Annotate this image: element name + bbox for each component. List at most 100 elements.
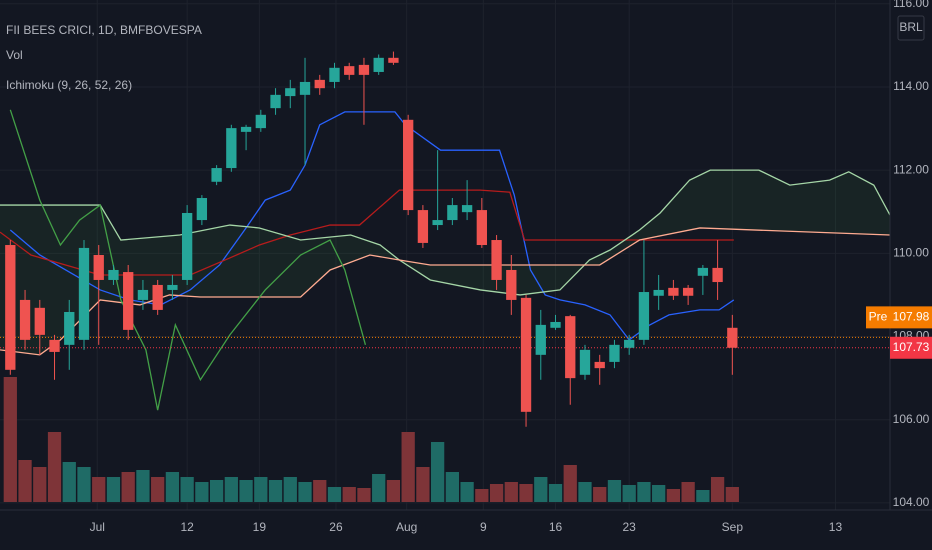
volume-bar [313,480,327,502]
candle-body [314,79,325,89]
x-tick-label: 12 [180,520,194,534]
candle-body [196,198,208,221]
candle-body [19,299,31,340]
volume-bar [327,487,342,502]
candle-body [609,344,620,362]
candle-body [491,240,502,280]
volume-bar [401,432,415,502]
x-tick-label: Jul [90,520,105,534]
candle-body [64,311,75,345]
plot [0,51,891,502]
volume-bar [195,482,209,502]
candle-body [358,64,370,75]
y-tick-label: 114.00 [893,79,929,93]
volume-bar [637,482,651,502]
candle-body [285,88,296,97]
price-tag-prefix [866,306,890,329]
volume-bar [121,472,135,502]
volume-bar [416,467,430,502]
volume-bar [239,480,253,502]
candle-body [550,321,561,328]
volume-bar [534,477,548,502]
indicator-label: Vol [6,48,23,62]
x-tick-label: Sep [722,520,744,534]
volume-bar [77,467,91,502]
candle-body [535,324,546,355]
price-tag-value: 107.73 [893,340,930,354]
price-tag [890,306,932,329]
candle-body [388,57,399,63]
y-tick-label: 106.00 [893,412,930,426]
candle-body [403,119,414,211]
volume-bar [666,489,681,502]
volume-bar [180,477,194,502]
candle-body [181,212,193,280]
volume-bar [607,480,622,502]
volume-bar [593,487,607,502]
candle-body [152,284,163,310]
candle-body [624,339,635,348]
candle-body [255,114,266,129]
candle-body [520,297,532,412]
x-tick-label: 26 [329,520,343,534]
price-tag-value: 107.98 [893,310,930,324]
candle-body [49,339,60,352]
volume-bar [652,485,666,502]
volume-bar [106,477,121,502]
candle-body [78,247,90,340]
x-tick-label: 13 [829,520,843,534]
volume-bar [283,477,297,502]
candle-body [93,255,104,280]
volume-bar [3,377,17,502]
volume-bar [165,472,180,502]
volume-bar [563,465,577,502]
axes [0,0,932,511]
volume-bar [489,484,504,502]
candle-body [476,210,487,246]
indicator-line [9,109,367,411]
x-tick-label: 19 [253,520,267,534]
candle-body [579,349,591,375]
volume-bar [475,489,489,502]
candle-body [417,210,429,243]
volume-bar [445,472,459,502]
candle-body [682,287,694,296]
candle-body [653,289,664,296]
volume-bar [460,482,474,502]
price-tag-label: Pre [869,310,888,324]
candle-body [447,205,458,221]
candle-body [108,269,119,280]
volume-bar [209,480,224,502]
candle-body [270,94,281,109]
x-tick-label: Aug [396,520,417,534]
candle-body [167,284,178,290]
volume-bar [578,482,592,502]
volume-bar [298,482,312,502]
candle-body [697,267,709,276]
candle-body [727,327,738,348]
price-tag [890,336,932,359]
x-tick-label: 16 [549,520,563,534]
volume-bar [268,480,283,502]
volume-bar [136,470,150,502]
candle-body [344,66,355,75]
candle-body [565,316,576,379]
volume-bar [548,484,563,502]
grid [0,0,890,510]
volume-bar [92,477,106,502]
volume-bar [357,488,371,502]
y-tick-label: 110.00 [893,246,929,260]
volume-bar [681,482,695,502]
volume-bar [33,467,47,502]
volume-bar [18,460,32,502]
volume-bar [504,482,518,502]
candle-body [211,168,222,182]
volume-bar [342,487,356,502]
volume-bar [62,462,76,502]
candle-body [506,269,517,300]
candle-body [123,272,134,330]
y-tick-label: 116.00 [893,0,929,10]
candle-body [240,126,252,132]
